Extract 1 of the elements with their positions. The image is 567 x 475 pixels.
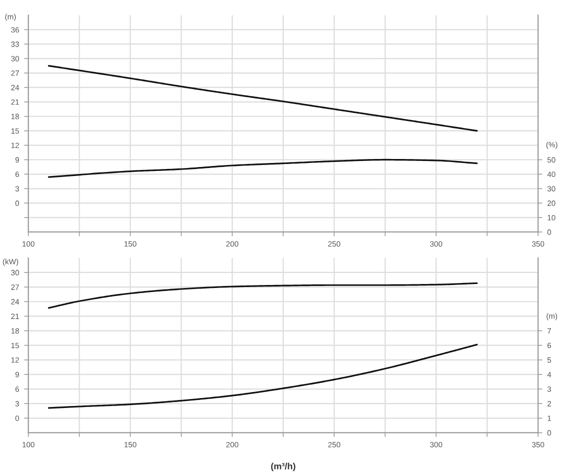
x-axis-title: (m³/h): [271, 462, 296, 472]
